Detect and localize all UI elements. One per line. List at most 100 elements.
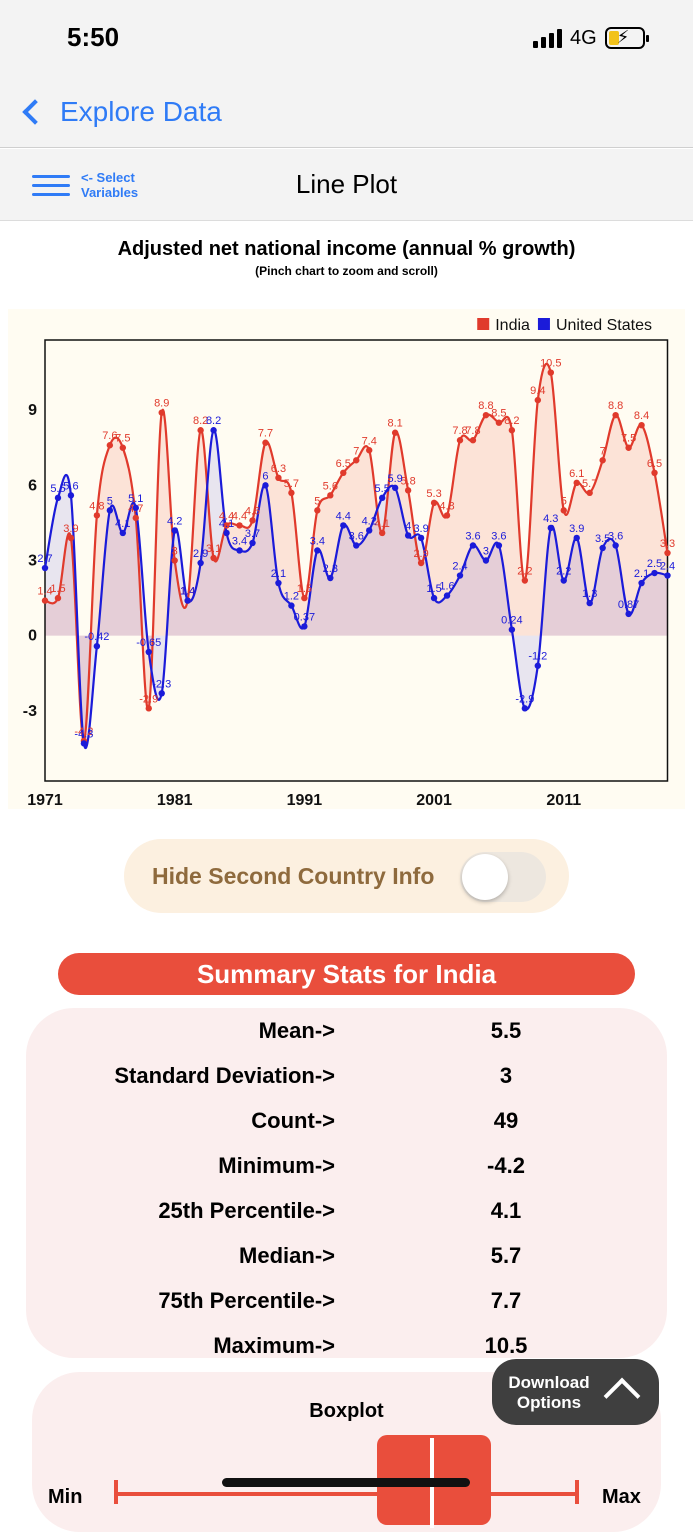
select-variables-line1: <- Select [81, 170, 135, 185]
back-label: Explore Data [60, 96, 222, 127]
united-states-point-label: 4.4 [336, 510, 351, 522]
x-tick-label: 1981 [157, 792, 193, 809]
india-point-label: 8.2 [193, 415, 208, 427]
india-point [378, 529, 386, 537]
india-point-label: 8.2 [504, 415, 519, 427]
stat-value-text: 5.7 [490, 1243, 522, 1268]
united-states-point [612, 542, 619, 549]
united-states-point [80, 740, 88, 747]
united-states-point [327, 574, 334, 582]
stat-row: Maximum-> 10.5 [26, 1328, 667, 1373]
summary-stats-header: Summary Stats for India [58, 953, 635, 995]
india-point-label: 4.1 [375, 518, 390, 530]
india-point-label: 3.3 [660, 538, 675, 550]
united-states-point-label: 3.9 [569, 523, 584, 535]
back-button[interactable]: Explore Data [20, 96, 222, 128]
y-tick-label: -3 [23, 703, 37, 720]
india-point-label: 9.4 [530, 385, 545, 397]
india-point-label: 2.9 [413, 548, 428, 560]
united-states-point [119, 529, 127, 537]
united-states-point-label: -0.42 [84, 631, 109, 643]
india-point-label: 5 [314, 495, 320, 507]
download-options-button[interactable]: Download Options [492, 1359, 659, 1425]
united-states-point [275, 579, 282, 587]
india-point-label: 8.8 [478, 400, 493, 412]
india-point-label: 8.9 [154, 398, 169, 410]
united-states-point-label: 8.2 [206, 415, 221, 427]
boxplot-whisker [114, 1492, 579, 1496]
united-states-point [560, 577, 567, 584]
home-indicator [222, 1478, 470, 1487]
stat-label: Mean-> [258, 1018, 335, 1043]
india-point-label: 3 [172, 546, 178, 558]
hide-second-country-switch[interactable] [460, 852, 546, 902]
india-point-label: 5 [561, 495, 567, 507]
united-states-point-label: -2.3 [152, 678, 171, 690]
united-states-point [391, 484, 399, 492]
united-states-point [340, 522, 347, 529]
india-point [262, 439, 269, 446]
united-states-point [210, 427, 217, 434]
united-states-point-label: 5.5 [50, 483, 65, 495]
line-plot-chart[interactable]: 1.41.53.9-4.24.87.67.54.7-2.98.931.48.23… [0, 300, 693, 820]
stat-row: Median-> 5.7 [26, 1238, 667, 1283]
united-states-point [573, 534, 580, 542]
india-point [469, 437, 477, 444]
india-point-label: 5.7 [582, 478, 597, 490]
india-point [586, 489, 593, 497]
india-point [301, 594, 308, 602]
united-states-point-label: 3.4 [310, 535, 325, 547]
switch-knob [462, 854, 508, 900]
india-point-label: 6.3 [271, 463, 286, 475]
india-point [417, 559, 425, 567]
summary-stats-card: Mean-> 5.5 Standard Deviation-> 3 Count-> 49 M… [26, 1008, 667, 1358]
x-tick-label: 1991 [287, 792, 323, 809]
united-states-point-label: 4.2 [362, 515, 377, 527]
united-states-point [547, 524, 554, 532]
united-states-point-label: 1.5 [426, 583, 441, 595]
united-states-point [417, 534, 425, 542]
united-states-point [482, 557, 490, 564]
united-states-point-label: -1.2 [528, 651, 547, 663]
united-states-point [249, 539, 256, 547]
status-indicators: 4G ⚡ [533, 24, 649, 52]
india-point [573, 479, 580, 487]
india-point [197, 427, 204, 434]
select-variables-button[interactable]: <- Select Variables [81, 170, 138, 200]
united-states-point [54, 494, 62, 502]
united-states-point [638, 579, 645, 587]
united-states-point-label: -0.65 [136, 637, 161, 649]
india-point [430, 499, 438, 507]
united-states-point-label: 0.87 [618, 599, 639, 611]
india-point-label: 4.8 [439, 500, 454, 512]
india-point-label: 4.6 [245, 505, 260, 517]
select-variables-line2: Variables [81, 185, 139, 200]
united-states-point [236, 547, 243, 554]
united-states-point-label: 3.4 [232, 535, 247, 547]
united-states-area [45, 429, 668, 749]
stat-value-text: 5.5 [490, 1018, 522, 1043]
stat-value-text: 10.5 [484, 1333, 528, 1358]
united-states-point [158, 690, 165, 697]
menu-icon[interactable] [32, 175, 70, 196]
y-tick-label: 9 [28, 402, 37, 419]
united-states-point [314, 547, 321, 554]
india-point-label: 7.5 [621, 433, 636, 445]
india-point-label: 8.8 [608, 400, 623, 412]
india-point-label: 6.5 [647, 458, 662, 470]
page-header: <- Select Variables Line Plot [0, 149, 693, 221]
india-point-label: 4.4 [219, 510, 234, 522]
stat-value-text: 49 [493, 1108, 519, 1133]
united-states-point [353, 542, 360, 549]
united-states-point-label: 6 [262, 470, 268, 482]
stat-row: Minimum-> -4.2 [26, 1148, 667, 1193]
india-point [664, 549, 671, 557]
united-states-point-label: 1.6 [439, 581, 454, 593]
india-point [456, 437, 464, 444]
united-states-point-label: 2.4 [452, 561, 467, 573]
india-point-label: 5.7 [284, 478, 299, 490]
boxplot-min-label: Min [48, 1486, 83, 1508]
india-point-label: 1.5 [50, 583, 65, 595]
hide-second-country-toggle-row: Hide Second Country Info [124, 839, 569, 913]
india-point [106, 442, 114, 449]
